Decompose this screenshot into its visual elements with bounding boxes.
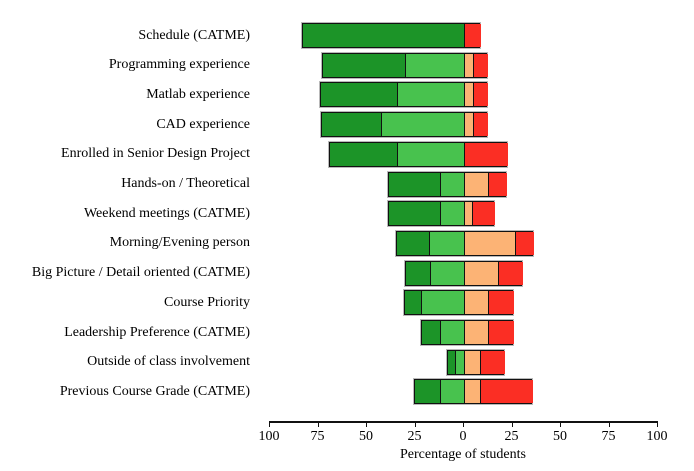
category-label: Course Priority — [164, 294, 250, 310]
category-label: Previous Course Grade (CATME) — [59, 383, 250, 399]
bar-segment-red — [472, 53, 489, 77]
bar-segment-red — [488, 172, 507, 196]
x-axis-tick-label: 50 — [553, 429, 567, 444]
category-label: Outside of class involvement — [87, 354, 250, 370]
bar-segment-light-green — [397, 142, 464, 166]
x-axis-tick — [414, 421, 416, 427]
bar-row — [403, 290, 515, 316]
bar-segment-dark-green — [322, 113, 381, 137]
bar-segment-dark-green — [404, 291, 422, 315]
bar-segment-red — [472, 113, 489, 137]
bar-segment-dark-green — [302, 24, 464, 47]
x-axis-title: Percentage of students — [400, 447, 526, 462]
bar-segment-dark-green — [389, 202, 440, 226]
bar-segment-light-green — [429, 231, 464, 255]
bar-segment-dark-green — [414, 380, 440, 404]
bar-row — [321, 112, 489, 138]
category-label: Leadership Preference (CATME) — [64, 324, 250, 340]
x-axis-tick — [608, 421, 610, 427]
x-axis-tick — [560, 421, 562, 427]
bar-segment-light-green — [397, 83, 464, 107]
bar-row — [320, 82, 489, 108]
bar-segment-orange — [463, 231, 516, 255]
bar-segment-dark-green — [397, 231, 430, 255]
bar-row — [421, 320, 515, 345]
category-label: Matlab experience — [146, 86, 250, 102]
bar-segment-red — [463, 24, 482, 47]
bar-segment-red — [488, 321, 515, 344]
x-axis-tick-label: 25 — [407, 429, 422, 444]
bar-segment-red — [471, 202, 495, 226]
bar-segment-dark-green — [405, 261, 431, 285]
x-axis-tick — [317, 421, 319, 427]
bar-segment-red — [480, 380, 533, 404]
bar-row — [388, 171, 507, 197]
x-axis-tick-label: 100 — [646, 429, 668, 444]
bar-row — [447, 349, 505, 375]
bar-row — [396, 230, 534, 256]
bar-row — [388, 201, 495, 227]
bar-segment-orange — [463, 172, 489, 196]
category-label: Schedule (CATME) — [138, 27, 250, 43]
bar-row — [413, 379, 533, 405]
x-axis-tick-label: 0 — [459, 429, 467, 444]
category-label: Programming experience — [108, 57, 250, 73]
bar-segment-red — [515, 231, 534, 255]
x-axis-tick-label: 50 — [359, 429, 373, 444]
x-axis-tick-label: 100 — [258, 429, 280, 444]
bar-segment-light-green — [439, 202, 464, 226]
category-label: Hands-on / Theoretical — [121, 176, 250, 191]
bar-segment-dark-green — [422, 321, 440, 344]
bar-segment-red — [488, 291, 515, 315]
bar-segment-dark-green — [448, 350, 456, 374]
category-label: Enrolled in Senior Design Project — [61, 146, 250, 162]
bar-row — [404, 260, 524, 286]
x-axis-tick — [269, 421, 271, 427]
bar-segment-orange — [463, 53, 473, 77]
x-axis-tick-label: 25 — [504, 429, 519, 444]
x-axis-tick — [463, 421, 465, 427]
bar-row — [322, 52, 489, 78]
bar-segment-dark-green — [323, 53, 405, 77]
bar-segment-red — [472, 83, 489, 107]
bar-segment-orange — [463, 113, 473, 137]
bar-segment-light-green — [380, 113, 464, 137]
bar-segment-orange — [463, 83, 473, 107]
bar-segment-light-green — [439, 172, 464, 196]
x-axis-tick — [657, 421, 659, 427]
bar-segment-orange — [463, 291, 489, 315]
bar-segment-orange — [463, 321, 489, 344]
bar-segment-orange — [463, 380, 481, 404]
bar-segment-light-green — [439, 380, 464, 404]
bar-segment-orange — [463, 202, 472, 226]
bar-segment-orange — [463, 261, 498, 285]
category-label: Morning/Evening person — [109, 235, 250, 251]
bar-segment-dark-green — [330, 142, 398, 166]
x-axis-tick — [366, 421, 368, 427]
bar-segment-light-green — [455, 350, 464, 374]
x-axis-tick — [511, 421, 513, 427]
category-label: Weekend meetings (CATME) — [83, 205, 250, 221]
bar-segment-red — [480, 350, 505, 374]
category-label: Big Picture / Detail oriented (CATME) — [31, 265, 250, 281]
category-label: CAD experience — [156, 116, 250, 132]
bar-segment-light-green — [430, 261, 464, 285]
bar-row — [301, 23, 482, 48]
bar-segment-red — [463, 142, 508, 166]
bar-row — [329, 141, 508, 167]
bar-segment-light-green — [439, 321, 464, 344]
bar-segment-light-green — [421, 291, 464, 315]
bar-segment-orange — [463, 350, 481, 374]
bar-segment-red — [497, 261, 524, 285]
bar-segment-light-green — [404, 53, 464, 77]
x-axis-tick-label: 75 — [601, 429, 616, 444]
bar-segment-dark-green — [321, 83, 398, 107]
bar-segment-dark-green — [389, 172, 440, 196]
x-axis-tick-label: 75 — [310, 429, 325, 444]
